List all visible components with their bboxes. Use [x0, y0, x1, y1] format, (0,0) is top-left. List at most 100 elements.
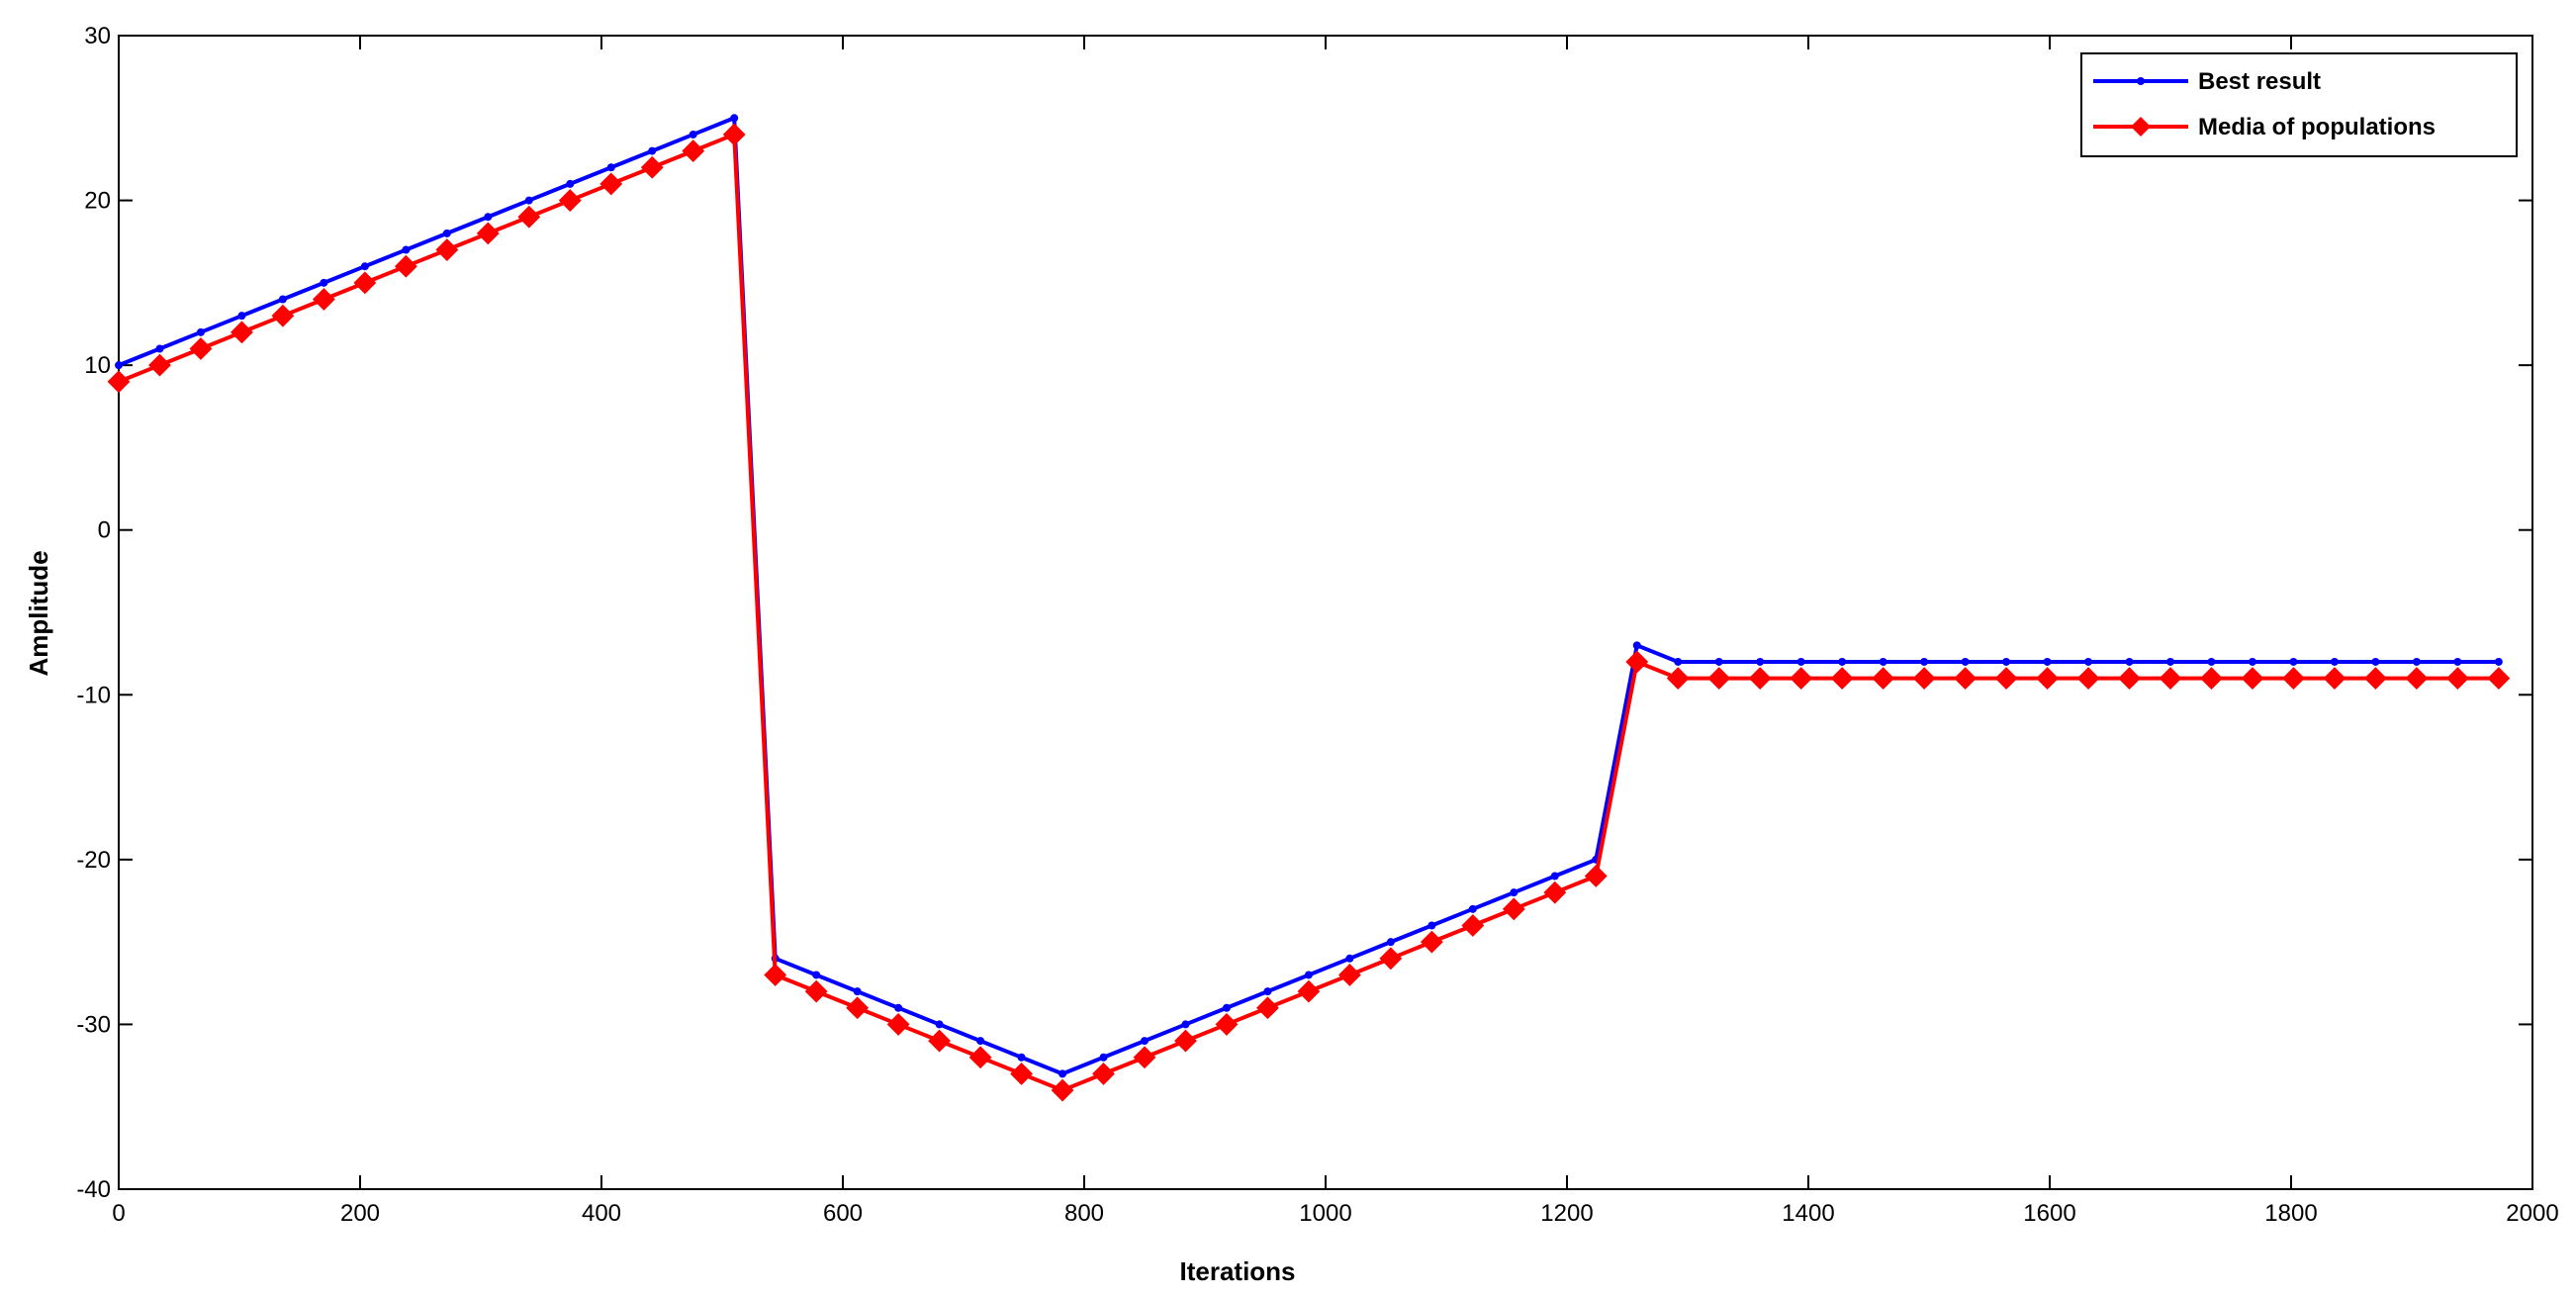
data-point-media-of-populations	[1748, 667, 1772, 691]
data-point-best-result	[1304, 971, 1313, 979]
data-point-best-result	[2330, 657, 2339, 666]
data-point-best-result	[1714, 657, 1723, 666]
data-point-media-of-populations	[968, 1046, 992, 1069]
data-point-best-result	[2125, 657, 2134, 666]
data-point-media-of-populations	[2118, 667, 2141, 691]
data-point-best-result	[2412, 657, 2421, 666]
data-point-media-of-populations	[2200, 667, 2223, 691]
plot-area	[118, 35, 2533, 1190]
data-point-best-result	[2043, 657, 2052, 666]
data-point-best-result	[2002, 657, 2011, 666]
data-point-best-result	[1141, 1037, 1149, 1046]
data-point-media-of-populations	[2487, 667, 2511, 691]
y-tick-label: -30	[76, 1011, 111, 1038]
x-tick-label: 1200	[1540, 1200, 1593, 1227]
data-point-media-of-populations	[189, 337, 213, 360]
legend: Best result Media of populations	[2080, 52, 2518, 157]
data-point-best-result	[1058, 1069, 1067, 1078]
data-point-best-result	[812, 971, 821, 979]
data-point-best-result	[2371, 657, 2380, 666]
data-point-best-result	[1510, 888, 1518, 897]
data-point-media-of-populations	[886, 1013, 910, 1036]
data-point-media-of-populations	[394, 254, 417, 278]
data-point-media-of-populations	[312, 288, 335, 311]
x-axis-title: Iterations	[1179, 1256, 1295, 1286]
y-tick-label: 10	[84, 352, 111, 379]
x-tick-label: 1800	[2264, 1200, 2317, 1227]
data-point-best-result	[2289, 657, 2298, 666]
data-point-best-result	[2248, 657, 2256, 666]
data-point-best-result	[442, 229, 451, 237]
y-tick-label: 20	[84, 188, 111, 215]
data-point-media-of-populations	[1010, 1062, 1033, 1085]
data-point-best-result	[1550, 872, 1559, 881]
data-point-best-result	[1468, 904, 1477, 913]
data-point-best-result	[606, 163, 615, 172]
legend-label-media-of-populations: Media of populations	[2198, 114, 2436, 140]
data-point-media-of-populations	[1912, 667, 1936, 691]
data-point-best-result	[360, 262, 369, 271]
data-point-media-of-populations	[1297, 979, 1321, 1003]
legend-marker-best-result	[2137, 77, 2145, 85]
data-point-media-of-populations	[599, 172, 623, 196]
data-point-media-of-populations	[1707, 667, 1731, 691]
data-point-media-of-populations	[517, 205, 541, 229]
data-point-media-of-populations	[1502, 897, 1525, 921]
data-point-media-of-populations	[1625, 650, 1649, 674]
data-point-best-result	[689, 130, 697, 139]
data-point-best-result	[1017, 1053, 1026, 1062]
y-tick-label: 30	[84, 23, 111, 49]
data-point-media-of-populations	[1256, 996, 1279, 1020]
series-layer	[107, 114, 2511, 1102]
data-point-best-result	[1632, 641, 1641, 650]
data-point-media-of-populations	[640, 155, 664, 179]
data-point-best-result	[1920, 657, 1929, 666]
data-point-best-result	[1879, 657, 1887, 666]
data-point-media-of-populations	[1337, 964, 1361, 986]
data-point-best-result	[524, 196, 533, 205]
data-point-media-of-populations	[682, 139, 705, 163]
data-point-media-of-populations	[928, 1029, 952, 1053]
data-point-best-result	[1263, 987, 1272, 996]
data-point-media-of-populations	[230, 321, 253, 344]
data-point-media-of-populations	[435, 238, 459, 261]
y-tick-label: 0	[98, 517, 111, 544]
data-point-best-result	[1345, 954, 1354, 963]
data-point-best-result	[320, 278, 328, 287]
data-point-media-of-populations	[2159, 667, 2182, 691]
data-point-media-of-populations	[2036, 667, 2059, 691]
x-tick-label: 1600	[2023, 1200, 2075, 1227]
y-tick-label: -10	[76, 682, 111, 708]
data-point-media-of-populations	[1133, 1046, 1156, 1069]
data-point-media-of-populations	[1954, 667, 1978, 691]
data-point-best-result	[1427, 921, 1436, 930]
data-point-best-result	[484, 213, 493, 222]
data-point-best-result	[730, 114, 739, 123]
x-tick-label: 1000	[1299, 1200, 1351, 1227]
data-point-best-result	[1099, 1053, 1108, 1062]
data-point-best-result	[935, 1020, 944, 1029]
data-point-media-of-populations	[846, 996, 870, 1020]
legend-label-best-result: Best result	[2198, 68, 2321, 95]
x-tick-label: 400	[582, 1200, 621, 1227]
data-point-best-result	[853, 987, 862, 996]
data-point-media-of-populations	[1420, 930, 1443, 954]
data-point-media-of-populations	[2076, 667, 2100, 691]
y-tick-label: -20	[76, 847, 111, 874]
data-point-media-of-populations	[804, 979, 828, 1003]
y-tick-label: -40	[76, 1176, 111, 1203]
data-point-best-result	[2494, 657, 2503, 666]
data-point-media-of-populations	[476, 222, 500, 245]
data-point-best-result	[1181, 1020, 1190, 1029]
data-point-best-result	[278, 295, 287, 304]
legend-marker-media-of-populations	[2131, 117, 2151, 137]
data-point-best-result	[237, 312, 246, 321]
data-point-best-result	[1674, 657, 1683, 666]
data-point-best-result	[1961, 657, 1970, 666]
data-point-best-result	[2453, 657, 2462, 666]
data-point-media-of-populations	[2241, 667, 2264, 691]
data-point-media-of-populations	[558, 189, 582, 212]
legend-box	[2080, 52, 2518, 157]
x-tick-label: 600	[823, 1200, 863, 1227]
data-point-best-result	[155, 344, 164, 353]
